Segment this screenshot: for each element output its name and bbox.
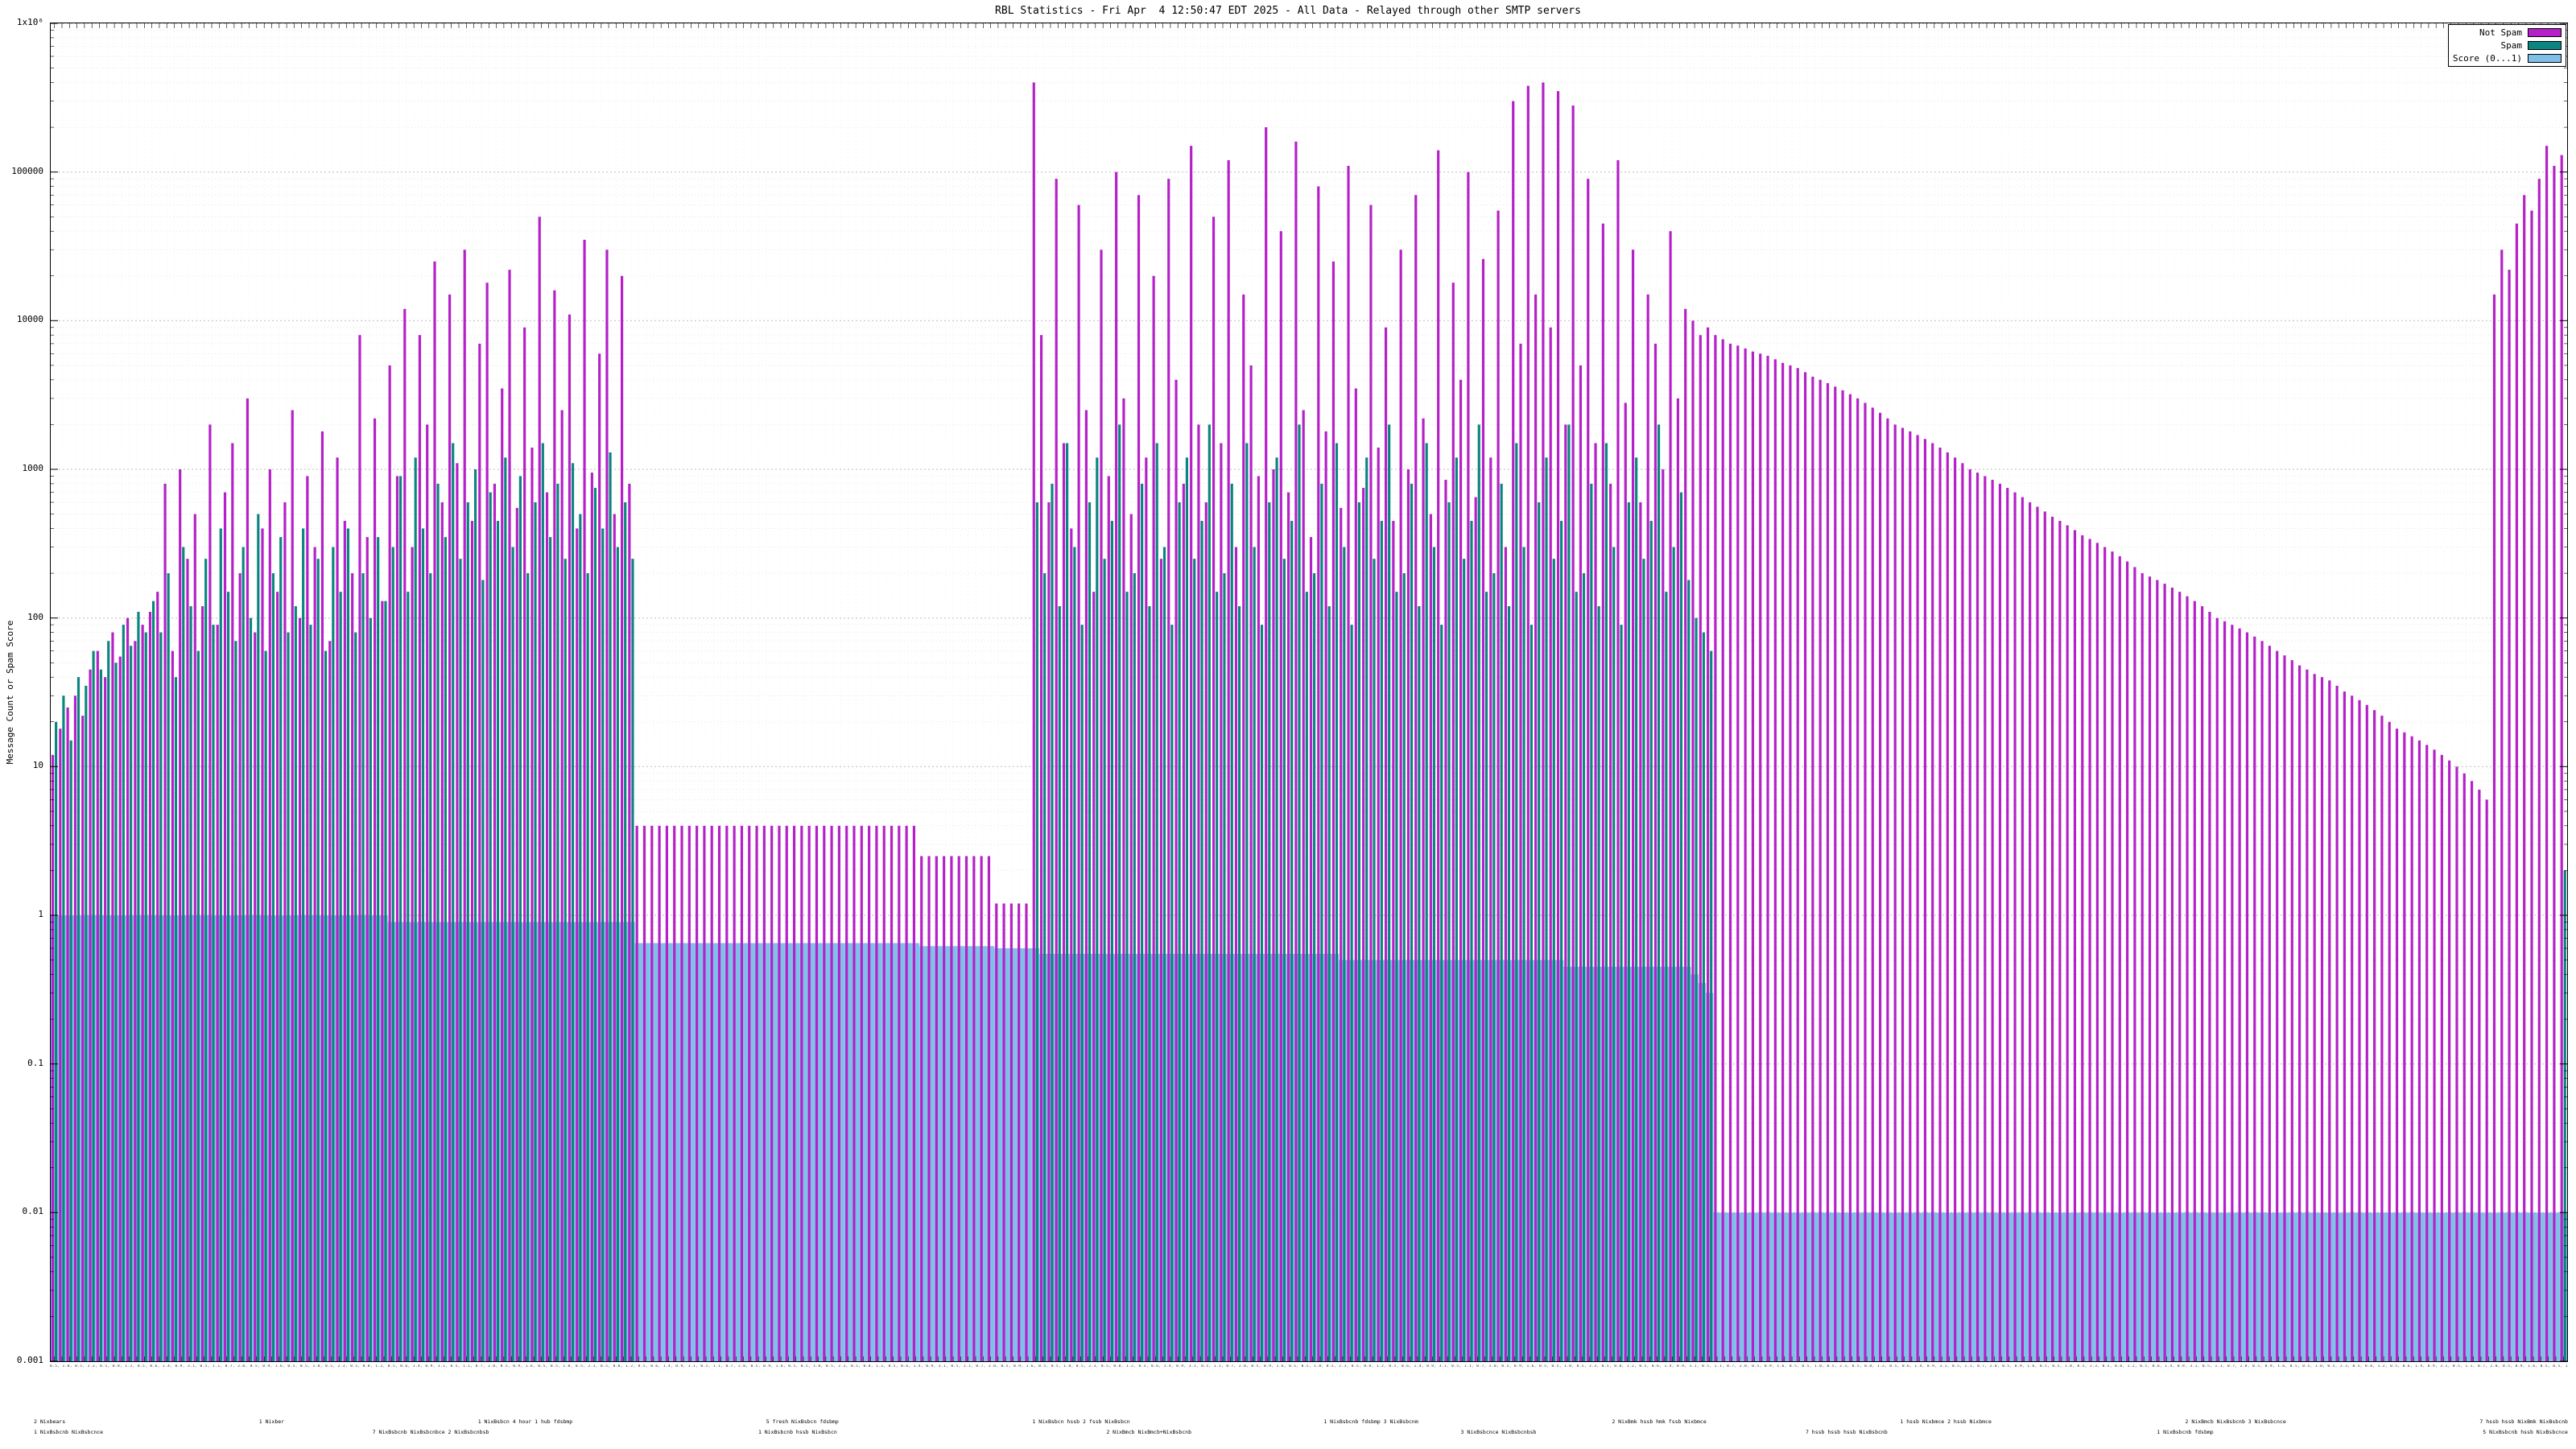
x-cluster-label: 1 hssb Nixbmce 2 hssb Nixbmce [1900, 1418, 1992, 1425]
y-axis-tick-labels: 0.001 0.01 0.1 1 10 100 1000 10000 100000 1x10⁶ [0, 0, 47, 1449]
chart-title: RBL Statistics - Fri Apr 4 12:50:47 EDT … [995, 5, 1581, 17]
legend-label: Spam [2500, 40, 2523, 51]
y-tick-label: 1000 [22, 463, 44, 473]
x-cluster-label: 1 NixBsbcnb NixBsbcnce [34, 1429, 104, 1435]
spam-bars [55, 424, 2566, 1361]
x-cluster-label: 2 NixBmk hssb hmk fssb Nixbmce [1612, 1418, 1707, 1425]
x-axis-cluster-labels: 2 Nixbears 1 Nixber 1 NixBsbcn 4 hour 1 hu… [32, 1418, 2570, 1436]
x-cluster-label: 5 fresh NixBsbcn fdsbmp [766, 1418, 839, 1425]
legend-label: Score (0...1) [2452, 53, 2522, 64]
x-cluster-label: 1 NixBsbcn 4 hour 1 hub fdsbmp [477, 1418, 573, 1425]
legend-swatch [2528, 28, 2562, 37]
legend-entry: Not Spam [2453, 27, 2562, 38]
x-cluster-label: 1 Nixber [258, 1418, 285, 1425]
legend-swatch [2528, 41, 2562, 50]
y-tick-label: 100000 [11, 165, 43, 176]
legend-entry: Spam [2453, 40, 2562, 51]
legend-label: Not Spam [2479, 27, 2522, 38]
plot-svg [51, 23, 2567, 1361]
not-spam-bars [51, 82, 2563, 1361]
x-cluster-label-row: 1 NixBsbcnb NixBsbcnce 7 NixBsbcnb NixBsb… [32, 1429, 2570, 1436]
y-tick-label: 0.001 [16, 1355, 43, 1365]
x-cluster-label: 5 NixBsbcnb hssb NixBsbcnce [2483, 1429, 2568, 1435]
y-tick-label: 100 [27, 611, 43, 622]
legend-entry: Score (0...1) [2453, 53, 2562, 64]
x-cluster-label-row: 2 Nixbears 1 Nixber 1 NixBsbcn 4 hour 1 hu… [32, 1418, 2570, 1426]
y-tick-label: 0.01 [22, 1206, 44, 1217]
legend: Not Spam Spam Score (0...1) [2447, 24, 2566, 67]
y-tick-label: 10000 [16, 314, 43, 325]
x-cluster-label: 7 NixBsbcnb NixBsbcnbce 2 NixBsbcnbsb [372, 1429, 489, 1435]
x-cluster-label: 7 hssb hssb NixBmk NixBsbcnb [2479, 1418, 2568, 1425]
y-tick-label: 1 [38, 909, 43, 919]
plot-area [50, 23, 2568, 1362]
y-tick-label: 1x10⁶ [16, 17, 43, 27]
x-cluster-label: 1 NixBsbcnb hssb NixBsbcn [758, 1429, 837, 1435]
x-cluster-label: 2 NixBmcb NixBsbcnb 3 NixBsbcnce [2185, 1418, 2286, 1425]
x-cluster-label: 2 NixBmcb NixBmcb+NixBsbcnb [1106, 1429, 1191, 1435]
x-cluster-label: 1 NixBsbcn hssb 2 fssb NixBsbcn [1032, 1418, 1130, 1425]
x-cluster-label: 1 NixBsbcnb fdsbmp 3 NixBsbcnm [1323, 1418, 1418, 1425]
x-cluster-label: 2 Nixbears [34, 1418, 66, 1425]
legend-swatch [2528, 54, 2562, 63]
x-cluster-label: 7 hssb hssb hssb NixBsbcnb [1805, 1429, 1888, 1435]
y-tick-label: 0.1 [27, 1057, 43, 1068]
x-cluster-label: 3 NixBsbcnce NixBsbcnbsb [1460, 1429, 1537, 1435]
x-cluster-label: 1 NixBsbcnb fdsbmp [2157, 1429, 2214, 1435]
score-bars [51, 915, 2567, 1361]
x-axis-tick-label-strip: 0.5, 1.0, 0.5, 2.3, 0.5, 0.8, 1.2, 0.5, … [50, 1364, 2568, 1368]
y-tick-label: 10 [32, 760, 43, 771]
